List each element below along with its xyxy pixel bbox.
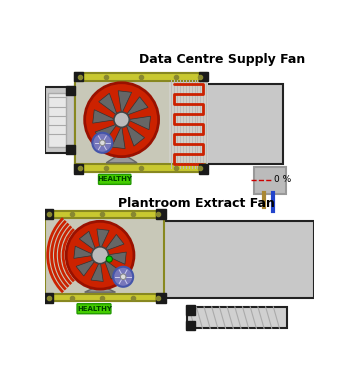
Bar: [43, 293, 53, 303]
Polygon shape: [128, 116, 150, 130]
Polygon shape: [104, 234, 124, 251]
Bar: [155, 209, 166, 219]
Polygon shape: [91, 261, 103, 282]
FancyBboxPatch shape: [99, 174, 131, 184]
Bar: [45, 210, 164, 302]
Circle shape: [114, 112, 129, 128]
Circle shape: [99, 140, 105, 146]
Polygon shape: [99, 93, 117, 116]
Bar: [74, 72, 83, 81]
Text: HEALTHY: HEALTHY: [77, 306, 112, 312]
Bar: [45, 294, 164, 302]
Bar: [187, 307, 287, 328]
Text: 0 %: 0 %: [274, 175, 291, 184]
Bar: [254, 166, 286, 194]
Bar: [76, 164, 206, 172]
Bar: [199, 164, 208, 174]
Bar: [68, 91, 118, 149]
Polygon shape: [104, 259, 121, 279]
Polygon shape: [126, 97, 148, 116]
Bar: [155, 293, 166, 303]
Polygon shape: [105, 252, 126, 264]
Bar: [74, 164, 83, 174]
Bar: [76, 74, 206, 81]
Polygon shape: [106, 153, 137, 163]
Bar: [66, 145, 76, 154]
Polygon shape: [95, 124, 117, 142]
Bar: [76, 74, 206, 172]
Polygon shape: [79, 231, 96, 251]
Polygon shape: [97, 229, 109, 250]
Circle shape: [66, 221, 134, 289]
Bar: [66, 86, 76, 95]
Polygon shape: [126, 124, 145, 146]
Polygon shape: [76, 259, 96, 276]
Text: Data Centre Supply Fan: Data Centre Supply Fan: [139, 53, 305, 66]
Bar: [199, 72, 208, 81]
Polygon shape: [74, 246, 94, 258]
Circle shape: [85, 83, 159, 157]
Bar: [186, 321, 195, 330]
Bar: [169, 80, 208, 168]
Bar: [48, 93, 66, 147]
Circle shape: [92, 133, 112, 153]
Polygon shape: [118, 91, 132, 114]
Bar: [76, 84, 284, 164]
Circle shape: [92, 247, 108, 264]
FancyBboxPatch shape: [77, 304, 111, 314]
Text: Plantroom Extract Fan: Plantroom Extract Fan: [118, 198, 275, 210]
Polygon shape: [85, 285, 116, 292]
Polygon shape: [112, 126, 125, 148]
Bar: [45, 210, 164, 218]
Polygon shape: [93, 110, 116, 123]
Bar: [45, 220, 314, 297]
Circle shape: [106, 256, 112, 262]
Bar: [43, 209, 53, 219]
Bar: [45, 87, 118, 153]
Bar: [186, 305, 195, 315]
Text: HEALTHY: HEALTHY: [97, 176, 132, 182]
Circle shape: [120, 274, 126, 280]
Circle shape: [113, 267, 133, 287]
